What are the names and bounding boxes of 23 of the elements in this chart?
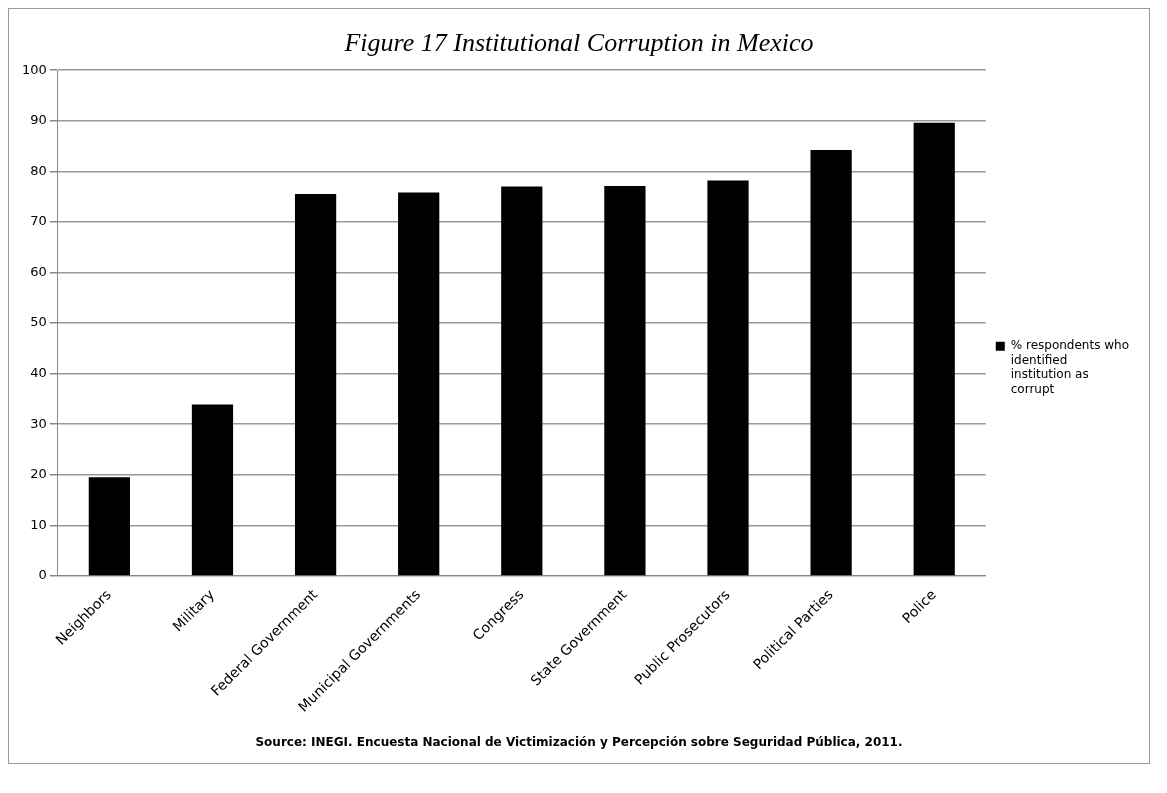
legend-label: % respondents who identified institution as corrupt (1010, 338, 1130, 396)
y-tick-label: 50 (30, 314, 47, 330)
y-tick-label: 30 (30, 415, 47, 431)
bar (604, 186, 646, 576)
y-tick-label: 20 (30, 466, 47, 482)
source-note: Source: INEGI. Encuesta Nacional de Victimización y Percepción sobre Seguridad Pública, 2011. (254, 734, 904, 751)
y-tick-label: 80 (30, 162, 47, 178)
bar (707, 180, 749, 576)
y-tick-label: 100 (21, 61, 47, 77)
y-tick-label: 90 (30, 112, 47, 128)
bar (913, 122, 955, 576)
bar (810, 150, 852, 576)
chart-title: Figure 17 Institutional Corruption in Mexico (343, 28, 814, 58)
bar (88, 477, 130, 576)
y-tick-label: 70 (30, 213, 47, 229)
y-tick-label: 10 (30, 516, 47, 532)
bar (294, 194, 337, 576)
bar (398, 192, 440, 576)
bar (191, 404, 234, 576)
y-tick-label: 0 (38, 567, 47, 583)
y-tick-label: 40 (30, 365, 47, 381)
bar (501, 186, 543, 576)
y-tick-label: 60 (30, 263, 47, 279)
